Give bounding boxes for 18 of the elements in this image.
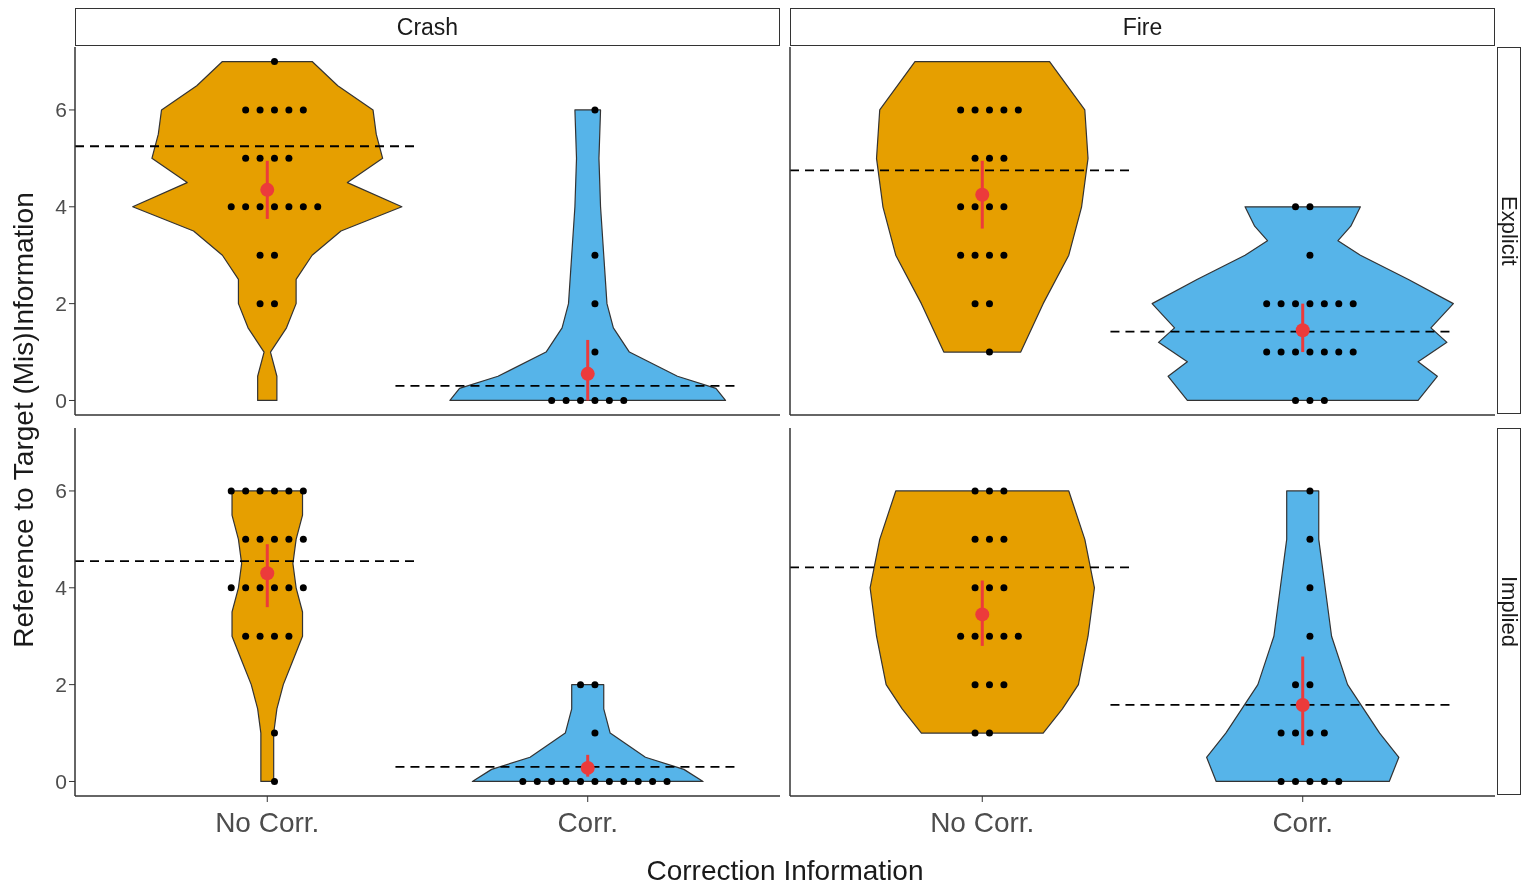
y2-axis-title: Explicit — [1497, 47, 1522, 414]
y-tick-label: 6 — [55, 98, 67, 122]
y-tick-label: 6 — [55, 479, 67, 503]
y2-axis-title: Implied — [1497, 428, 1522, 795]
y-tick-label: 2 — [55, 292, 67, 316]
x-tick-label: Corr. — [557, 806, 619, 838]
y-tick-label: 4 — [55, 195, 68, 219]
x-axis-title: Correction Information — [645, 855, 925, 887]
y-axis-title: Reference to Target (Mis)Information — [8, 191, 40, 650]
y-tick-label: 0 — [55, 769, 67, 793]
chart-title: Crash — [75, 8, 780, 46]
y-tick-label: 4 — [55, 576, 68, 600]
y-tick-label: 0 — [55, 388, 67, 412]
y-tick-label: 2 — [55, 673, 67, 697]
chart-title: Fire — [790, 8, 1495, 46]
x-tick-label: No Corr. — [930, 806, 1035, 838]
x-tick-label: No Corr. — [215, 806, 320, 838]
x-tick-label: Corr. — [1272, 806, 1334, 838]
